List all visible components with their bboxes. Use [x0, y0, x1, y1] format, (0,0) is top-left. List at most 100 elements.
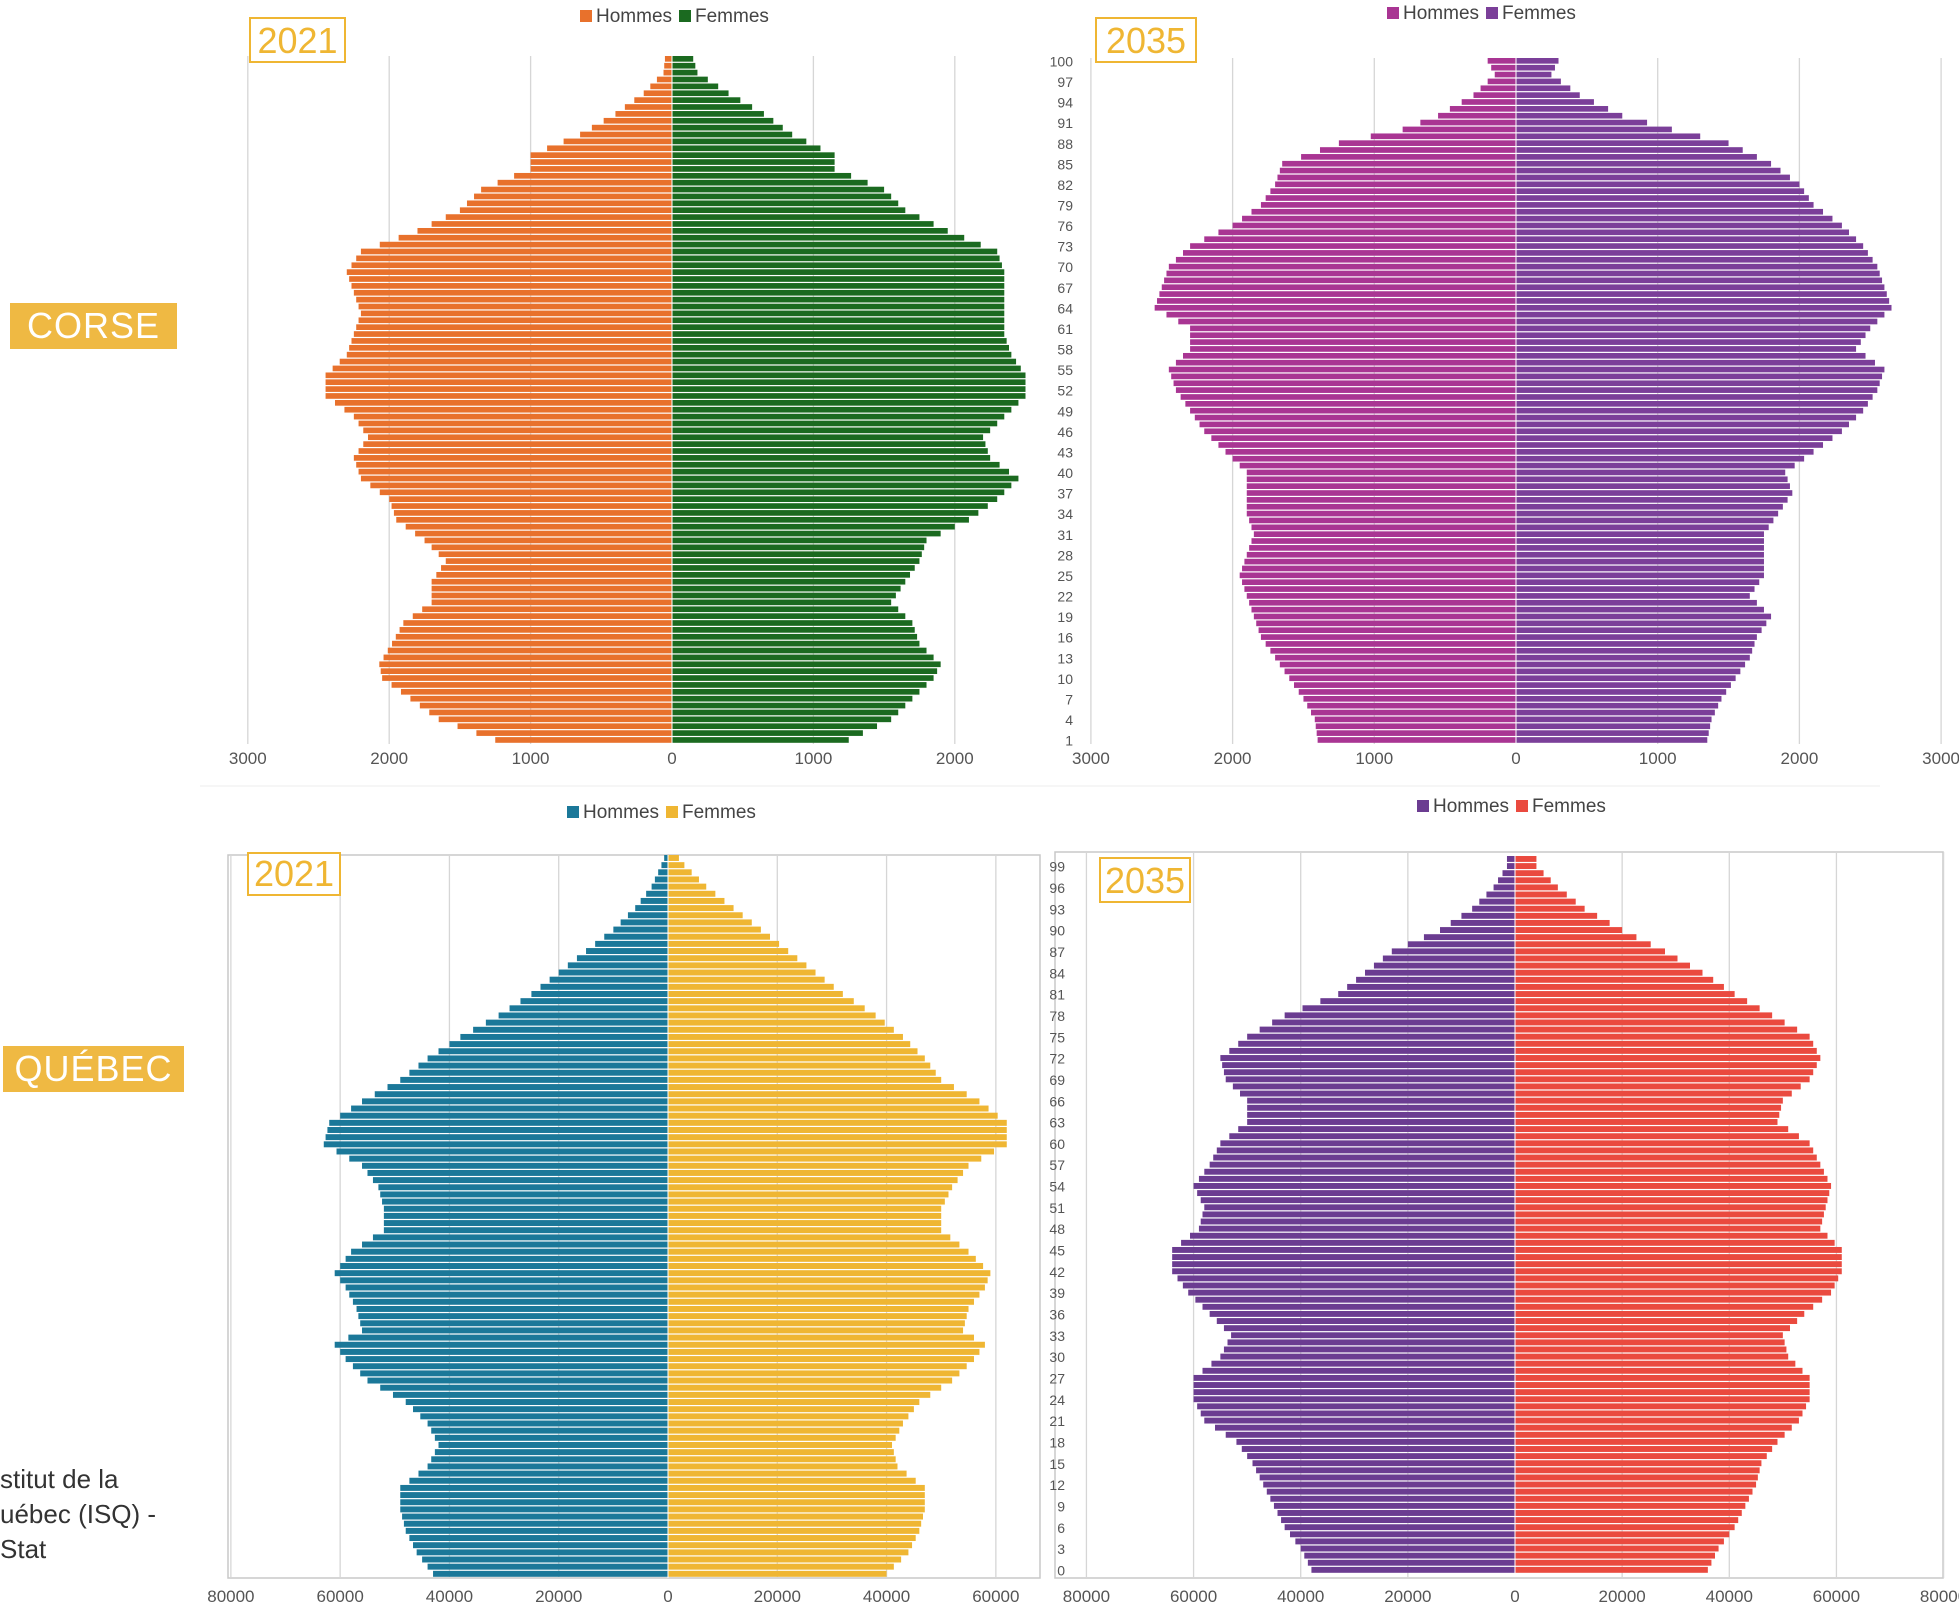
age-tick-label: 25 — [1057, 568, 1073, 584]
bar-femmes — [1515, 1289, 1832, 1296]
bar-hommes — [431, 544, 672, 551]
bar-hommes — [358, 420, 672, 427]
year-title-box — [249, 17, 346, 63]
bar-femmes — [672, 317, 1005, 324]
bar-hommes — [615, 111, 672, 117]
bar-hommes — [1199, 421, 1516, 428]
bar-femmes — [668, 1062, 931, 1069]
bar-hommes — [520, 998, 668, 1005]
legend-swatch — [580, 10, 592, 22]
year-title: 2021 — [254, 853, 334, 894]
bar-hommes — [1220, 1055, 1515, 1061]
bar-femmes — [1515, 1453, 1767, 1460]
bar-femmes — [1516, 140, 1729, 146]
bar-femmes — [1515, 1204, 1826, 1211]
source-line: stitut de la — [0, 1464, 119, 1494]
bar-hommes — [1498, 877, 1515, 884]
bar-hommes — [495, 737, 672, 743]
bar-femmes — [1515, 1282, 1835, 1289]
bar-femmes — [1515, 976, 1714, 983]
bar-femmes — [1516, 243, 1864, 249]
bar-hommes — [1204, 1204, 1515, 1211]
bar-femmes — [668, 1542, 913, 1549]
legend-label: Hommes — [596, 6, 672, 27]
bar-hommes — [434, 1449, 668, 1456]
bar-hommes — [457, 723, 672, 730]
age-tick-label: 33 — [1049, 1328, 1065, 1344]
x-tick-label: 0 — [667, 749, 676, 768]
bar-femmes — [672, 386, 1026, 392]
bar-femmes — [668, 1019, 885, 1026]
bar-femmes — [1516, 647, 1753, 654]
bar-femmes — [1515, 919, 1610, 926]
legend-label: Hommes — [1403, 3, 1479, 24]
bar-hommes — [634, 97, 672, 103]
bar-femmes — [1515, 1545, 1719, 1552]
age-tick-label: 70 — [1057, 259, 1073, 275]
bar-femmes — [668, 1492, 925, 1499]
bar-hommes — [1194, 414, 1516, 421]
bar-hommes — [438, 551, 672, 558]
bar-femmes — [672, 510, 979, 516]
bar-hommes — [1181, 1239, 1515, 1246]
bar-femmes — [672, 76, 708, 83]
bar-hommes — [1277, 1510, 1515, 1516]
bar-hommes — [530, 166, 672, 172]
bar-hommes — [1246, 483, 1516, 489]
bar-femmes — [668, 1205, 942, 1212]
bar-hommes — [1190, 346, 1516, 352]
bar-hommes — [1259, 1474, 1515, 1481]
bar-femmes — [672, 537, 927, 544]
age-tick-label: 46 — [1057, 424, 1073, 440]
x-tick-label: 2000 — [370, 749, 408, 768]
bar-hommes — [1275, 654, 1516, 661]
bar-hommes — [595, 940, 668, 947]
bar-femmes — [672, 489, 1005, 496]
bar-femmes — [668, 1270, 991, 1277]
bar-hommes — [1307, 1559, 1515, 1566]
source-line: Stat — [0, 1534, 47, 1564]
bar-hommes — [1173, 380, 1516, 387]
bar-femmes — [668, 1563, 894, 1570]
bar-hommes — [1298, 689, 1516, 695]
x-tick-label: 0 — [1511, 749, 1520, 768]
bar-hommes — [1193, 1382, 1515, 1388]
bar-hommes — [1260, 202, 1516, 208]
bar-femmes — [668, 1477, 916, 1484]
bar-hommes — [431, 1427, 668, 1434]
bar-femmes — [1516, 517, 1774, 524]
bar-hommes — [1239, 572, 1516, 579]
age-tick-label: 90 — [1049, 923, 1065, 939]
bar-femmes — [668, 1420, 903, 1427]
bar-femmes — [1516, 654, 1750, 661]
bar-hommes — [1486, 891, 1515, 898]
bar-femmes — [1515, 863, 1537, 870]
bar-femmes — [1516, 579, 1760, 586]
age-tick-label: 39 — [1049, 1285, 1065, 1301]
bar-hommes — [332, 365, 672, 372]
bar-femmes — [1515, 1119, 1778, 1125]
bar-femmes — [1516, 558, 1764, 565]
bar-hommes — [1294, 682, 1516, 688]
bar-hommes — [1247, 1111, 1515, 1118]
bar-hommes — [358, 1313, 668, 1320]
bar-femmes — [668, 1012, 876, 1019]
bar-femmes — [1515, 1374, 1810, 1381]
bar-hommes — [356, 461, 672, 468]
bar-hommes — [1449, 106, 1516, 112]
bar-femmes — [1515, 1211, 1824, 1218]
region-label-quebec: QUÉBEC — [3, 1046, 184, 1092]
bar-femmes — [1516, 613, 1772, 620]
bar-femmes — [668, 1334, 974, 1341]
bar-femmes — [672, 69, 698, 76]
bar-femmes — [672, 200, 899, 207]
bar-hommes — [353, 455, 672, 461]
x-tick-label: 60000 — [972, 1587, 1019, 1606]
x-tick-label: 20000 — [1384, 1587, 1431, 1606]
bar-femmes — [1515, 1161, 1821, 1168]
bar-hommes — [1238, 1040, 1515, 1047]
bar-femmes — [1516, 126, 1672, 133]
bar-hommes — [1166, 270, 1516, 277]
bar-hommes — [658, 869, 668, 876]
bar-hommes — [1211, 1360, 1515, 1367]
